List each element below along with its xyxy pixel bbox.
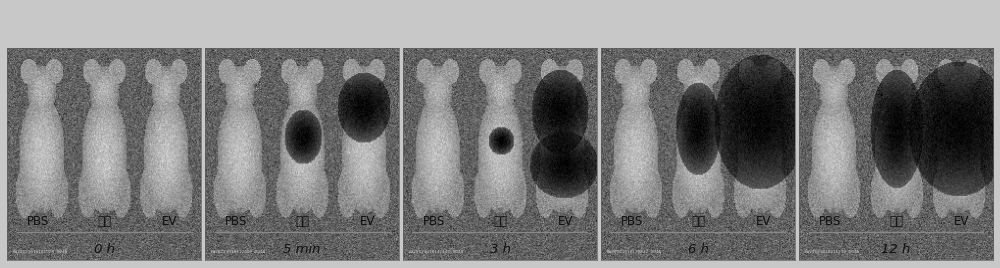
Text: 细菌: 细菌 [295,215,309,228]
Text: KW20121010101920_D04A: KW20121010101920_D04A [13,250,68,254]
Text: KW20121010112429_D04A: KW20121010112429_D04A [211,250,266,254]
Text: 细菌: 细菌 [493,215,507,228]
Text: PBS: PBS [423,215,445,228]
Text: 细菌: 细菌 [889,215,903,228]
Text: PBS: PBS [27,215,49,228]
Text: PBS: PBS [621,215,643,228]
Text: 细菌: 细菌 [97,215,111,228]
Text: KW20121010215730_D04A: KW20121010215730_D04A [805,250,860,254]
Text: PBS: PBS [225,215,247,228]
Text: 5 min: 5 min [283,243,321,256]
Text: KW20121010141145_D04A: KW20121010141145_D04A [409,250,464,254]
Text: 细菌: 细菌 [691,215,705,228]
Text: EV: EV [360,215,376,228]
Text: EV: EV [558,215,574,228]
Text: 3 h: 3 h [490,243,511,256]
Text: PBS: PBS [819,215,841,228]
Text: 6 h: 6 h [688,243,709,256]
Text: KW20121010170422_D04A: KW20121010170422_D04A [607,250,662,254]
Text: 12 h: 12 h [881,243,911,256]
Text: EV: EV [756,215,772,228]
Text: EV: EV [162,215,178,228]
Text: 0 h: 0 h [94,243,115,256]
Text: EV: EV [954,215,970,228]
